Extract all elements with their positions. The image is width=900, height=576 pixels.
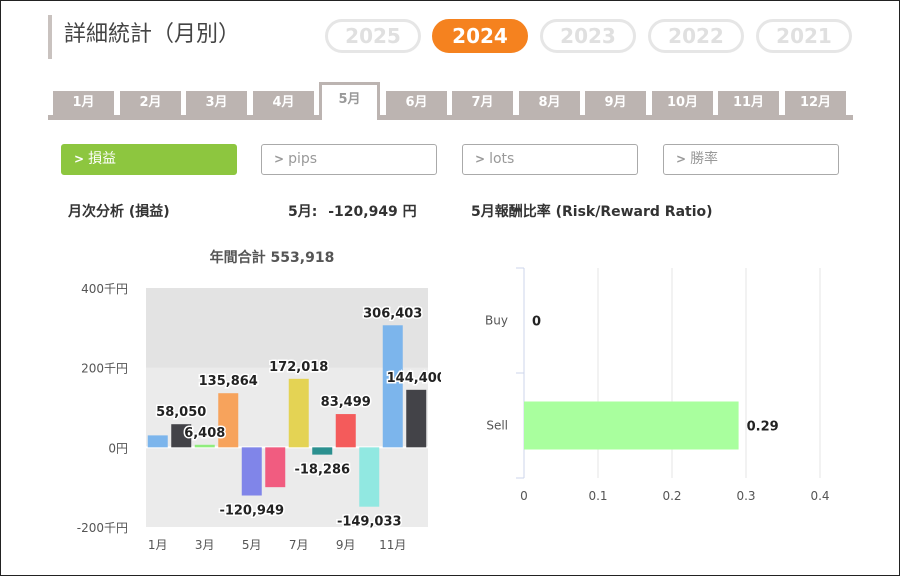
x-tick-label: 0.1 <box>588 489 607 503</box>
data-label: 6,408 <box>184 426 225 441</box>
data-label: 58,050 <box>156 405 206 420</box>
plot-band <box>146 288 428 368</box>
risk-reward-chart: 0 0.1 0.2 0.3 0.4 Buy 0 Sell 0.29 <box>485 267 830 503</box>
year-button-2025[interactable]: 2025 <box>325 19 421 53</box>
bar-7月 <box>288 378 309 448</box>
x-tick-label: 5月 <box>242 538 262 552</box>
x-tick-label: 1月 <box>148 538 168 552</box>
x-tick-label: 0.4 <box>810 489 829 503</box>
y-tick-label: -200千円 <box>77 521 128 535</box>
month-value-prefix: 5月: <box>288 204 318 220</box>
data-label: 144,400 <box>387 371 441 386</box>
x-tick-label: 3月 <box>195 538 215 552</box>
chart-title: 年間合計 553,918 <box>210 249 335 266</box>
bar-3月 <box>194 444 215 448</box>
bar-Sell <box>524 401 739 450</box>
tab-month-7[interactable]: 7月 <box>452 91 513 115</box>
data-label: 306,403 <box>363 306 422 321</box>
y-tick-label: 400千円 <box>81 282 128 296</box>
tab-month-2[interactable]: 2月 <box>120 91 181 115</box>
bar-5月 <box>241 447 262 496</box>
page-title: 詳細統計（月別） <box>48 15 240 59</box>
month-value-label: 5月: -120,949 円 <box>288 201 417 221</box>
chevron-right-icon: > <box>74 152 85 166</box>
category-label: Buy <box>485 314 508 328</box>
x-tick-label: 0 <box>520 489 528 503</box>
year-button-2021[interactable]: 2021 <box>756 19 852 53</box>
ratio-title: 5月報酬比率 (Risk/Reward Ratio) <box>471 204 713 220</box>
y-tick-label: 200千円 <box>81 362 128 376</box>
metric-button-winrate[interactable]: > 勝率 <box>663 144 839 175</box>
data-label: -149,033 <box>337 515 402 530</box>
metric-label: 損益 <box>88 151 117 167</box>
month-tabs-underline <box>48 115 853 120</box>
tab-month-8[interactable]: 8月 <box>519 91 580 115</box>
year-button-2022[interactable]: 2022 <box>648 19 744 53</box>
chevron-right-icon: > <box>676 152 687 166</box>
tab-month-4[interactable]: 4月 <box>253 91 314 115</box>
data-label: 0 <box>532 315 541 330</box>
bar-10月 <box>359 447 380 507</box>
tab-month-6[interactable]: 6月 <box>386 91 447 115</box>
y-tick-label: 0円 <box>108 441 128 455</box>
x-tick-label: 0.3 <box>736 489 755 503</box>
x-tick-label: 0.2 <box>662 489 681 503</box>
metric-label: pips <box>288 151 318 167</box>
data-label: 172,018 <box>269 360 328 375</box>
tab-month-11[interactable]: 11月 <box>718 91 779 115</box>
metric-button-lots[interactable]: > lots <box>462 144 638 175</box>
bar-9月 <box>335 414 356 448</box>
bar-8月 <box>312 447 333 455</box>
tab-month-9[interactable]: 9月 <box>585 91 646 115</box>
bar-11月 <box>382 325 403 448</box>
metric-button-profit[interactable]: > 損益 <box>61 144 237 175</box>
metric-label: lots <box>489 151 515 167</box>
month-value: -120,949 円 <box>328 204 417 220</box>
bar-2月 <box>171 424 192 448</box>
year-button-2023[interactable]: 2023 <box>540 19 636 53</box>
tab-month-5[interactable]: 5月 <box>319 82 380 120</box>
bar-12月 <box>406 389 427 448</box>
x-tick-label: 11月 <box>379 538 406 552</box>
bar-6月 <box>265 447 286 488</box>
tab-month-3[interactable]: 3月 <box>186 91 247 115</box>
chevron-right-icon: > <box>475 152 486 166</box>
monthly-analysis-title: 月次分析 (損益) <box>68 204 170 220</box>
data-label: 0.29 <box>747 420 779 435</box>
data-label: -18,286 <box>294 463 350 478</box>
data-label: -120,949 <box>219 504 284 519</box>
x-tick-label: 9月 <box>336 538 356 552</box>
chevron-right-icon: > <box>274 152 285 166</box>
bar-1月 <box>147 435 168 448</box>
year-button-2024[interactable]: 2024 <box>432 19 528 53</box>
category-label: Sell <box>486 419 508 433</box>
data-label: 135,864 <box>199 374 258 389</box>
data-label: 83,499 <box>321 395 371 410</box>
tab-month-10[interactable]: 10月 <box>652 91 713 115</box>
monthly-profit-chart: 年間合計 553,918 400千円 200千円 0円 -200千円 58,050 6,40… <box>77 249 441 552</box>
metric-label: 勝率 <box>690 151 719 167</box>
metric-button-pips[interactable]: > pips <box>261 144 437 175</box>
x-tick-label: 7月 <box>289 538 309 552</box>
tab-month-12[interactable]: 12月 <box>785 91 846 115</box>
bar-4月 <box>218 393 239 448</box>
tab-month-1[interactable]: 1月 <box>53 91 114 115</box>
